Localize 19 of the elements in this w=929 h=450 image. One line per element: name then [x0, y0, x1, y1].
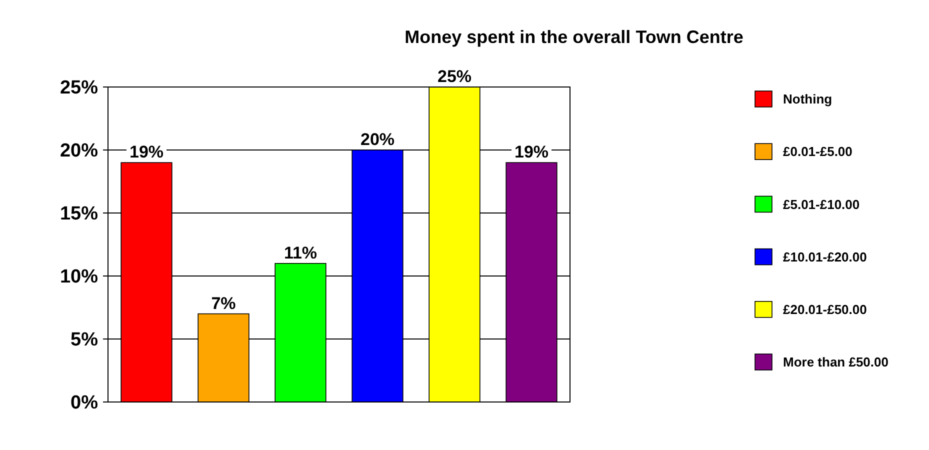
- data-label: 11%: [284, 243, 318, 262]
- y-tick-label: 0%: [70, 392, 98, 414]
- legend-label: Nothing: [783, 92, 832, 107]
- y-tick-label: 20%: [60, 140, 98, 162]
- data-label: 25%: [437, 67, 472, 86]
- data-label: 7%: [211, 294, 236, 313]
- legend-label: £5.01-£10.00: [783, 196, 860, 212]
- legend-label: More than £50.00: [783, 354, 888, 370]
- y-tick-label: 15%: [60, 204, 98, 225]
- y-tick-label: 10%: [60, 266, 98, 288]
- legend-label: £20.01-£50.00: [783, 302, 867, 317]
- y-tick-label: 25%: [60, 78, 98, 99]
- legend-label: £0.01-£5.00: [783, 144, 852, 160]
- y-tick-label: 5%: [70, 330, 98, 351]
- data-label: 19%: [129, 142, 164, 162]
- data-label: 20%: [360, 130, 395, 149]
- chart-title: Money spent in the overall Town Centre: [404, 27, 744, 47]
- data-label: 19%: [514, 142, 549, 162]
- legend-label: £10.01-£20.00: [783, 249, 867, 264]
